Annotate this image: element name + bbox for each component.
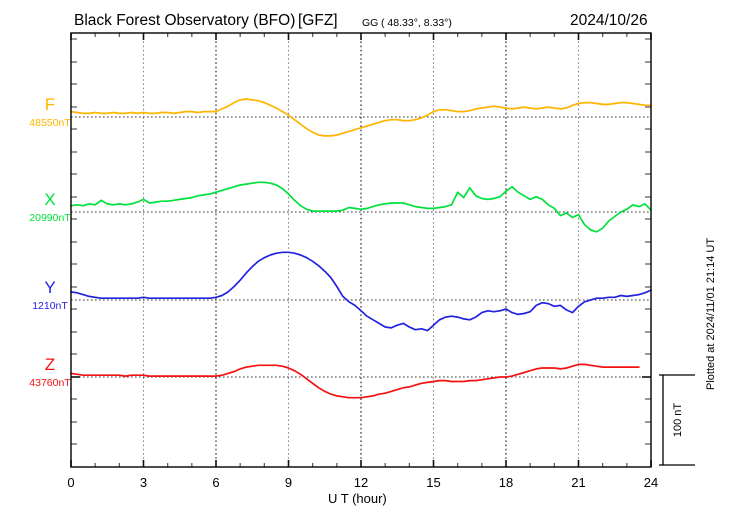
x-axis-tick-labels: 0 3 6 9 12 15 18 21 24 bbox=[67, 475, 658, 490]
x-tick-label-24: 24 bbox=[644, 475, 658, 490]
chart-title-network: [GFZ] bbox=[298, 12, 338, 29]
trace-F bbox=[70, 98, 652, 137]
component-baseline-Y: 1210nT bbox=[32, 300, 68, 312]
x-tick-label-12: 12 bbox=[354, 475, 368, 490]
x-tick-label-15: 15 bbox=[426, 475, 440, 490]
chart-title-coordinates: ( 48.33°, 8.33°) bbox=[381, 17, 452, 29]
grid-layer bbox=[142, 33, 580, 467]
component-letter-Z: Z bbox=[45, 355, 55, 374]
trace-X bbox=[70, 181, 652, 233]
trace-Y bbox=[70, 251, 652, 332]
x-tick-label-3: 3 bbox=[140, 475, 147, 490]
x-tick-label-6: 6 bbox=[212, 475, 219, 490]
component-letter-Y: Y bbox=[44, 278, 55, 297]
x-tick-label-18: 18 bbox=[499, 475, 513, 490]
baseline-layer bbox=[71, 116, 651, 378]
component-letter-X: X bbox=[44, 190, 55, 209]
component-baseline-F: 48550nT bbox=[29, 117, 71, 129]
plotted-at-label: Plotted at 2024/11/01 21:14 UT bbox=[705, 238, 717, 390]
x-tick-label-21: 21 bbox=[571, 475, 585, 490]
x-tick-label-0: 0 bbox=[67, 475, 74, 490]
chart-title-coord-system: GG bbox=[362, 17, 378, 29]
plot-frame bbox=[70, 32, 652, 468]
scale-bar: 100 nT bbox=[659, 374, 695, 466]
component-letter-F: F bbox=[45, 95, 55, 114]
x-axis-title: U T (hour) bbox=[328, 491, 387, 506]
component-labels: F 48550nT X 20990nT Y 1210nT Z 43760nT bbox=[29, 95, 71, 389]
x-tick-label-9: 9 bbox=[285, 475, 292, 490]
chart-date: 2024/10/26 bbox=[570, 12, 648, 29]
tick-layer bbox=[70, 33, 652, 467]
component-baseline-Z: 43760nT bbox=[29, 377, 71, 389]
chart-title-observatory: Black Forest Observatory (BFO) bbox=[74, 12, 295, 29]
trace-layer bbox=[70, 98, 652, 399]
scale-bar-label: 100 nT bbox=[672, 403, 684, 438]
trace-Z bbox=[70, 363, 640, 399]
component-baseline-X: 20990nT bbox=[29, 212, 71, 224]
